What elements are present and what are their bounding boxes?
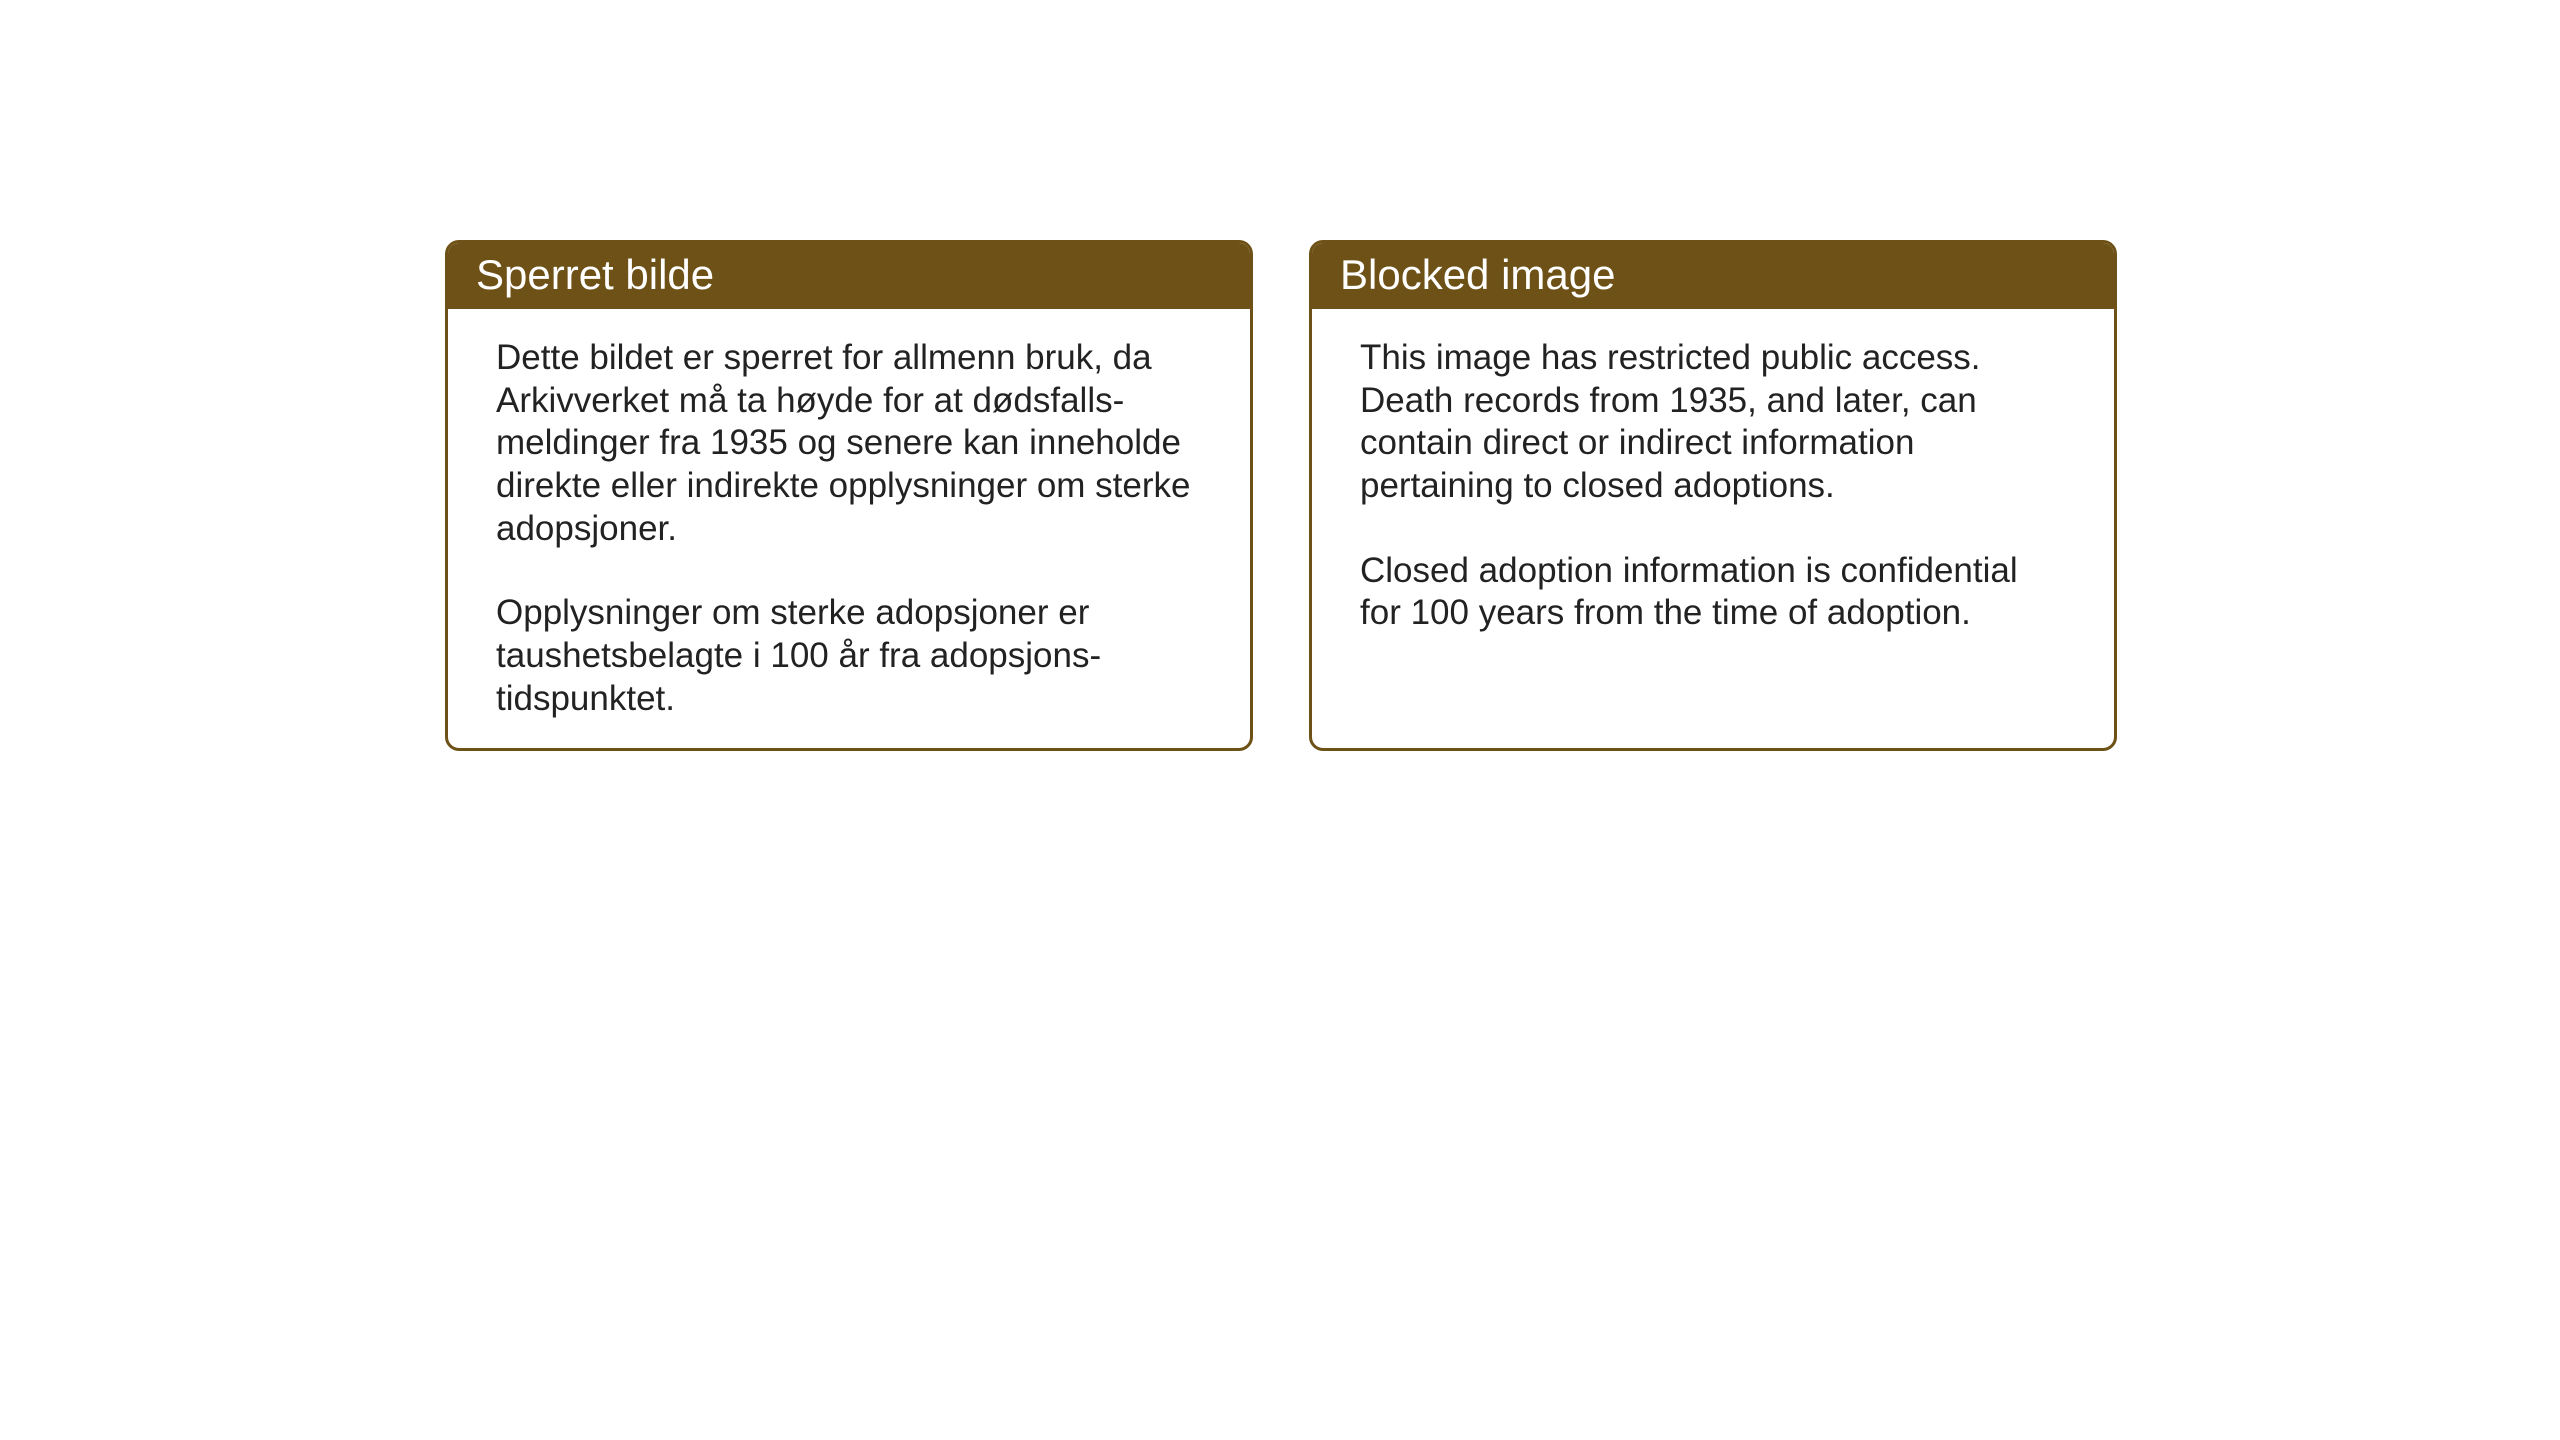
card-title-norwegian: Sperret bilde: [476, 251, 714, 298]
card-title-english: Blocked image: [1340, 251, 1615, 298]
card-paragraph-2-norwegian: Opplysninger om sterke adopsjoner er tau…: [496, 592, 1202, 720]
card-paragraph-1-english: This image has restricted public access.…: [1360, 337, 2066, 508]
notice-card-english: Blocked image This image has restricted …: [1309, 240, 2117, 751]
card-paragraph-2-english: Closed adoption information is confident…: [1360, 550, 2066, 635]
notice-card-norwegian: Sperret bilde Dette bildet er sperret fo…: [445, 240, 1253, 751]
notice-cards-container: Sperret bilde Dette bildet er sperret fo…: [445, 240, 2117, 751]
card-header-norwegian: Sperret bilde: [448, 243, 1250, 309]
card-body-norwegian: Dette bildet er sperret for allmenn bruk…: [448, 309, 1250, 749]
card-body-english: This image has restricted public access.…: [1312, 309, 2114, 663]
card-paragraph-1-norwegian: Dette bildet er sperret for allmenn bruk…: [496, 337, 1202, 550]
card-header-english: Blocked image: [1312, 243, 2114, 309]
